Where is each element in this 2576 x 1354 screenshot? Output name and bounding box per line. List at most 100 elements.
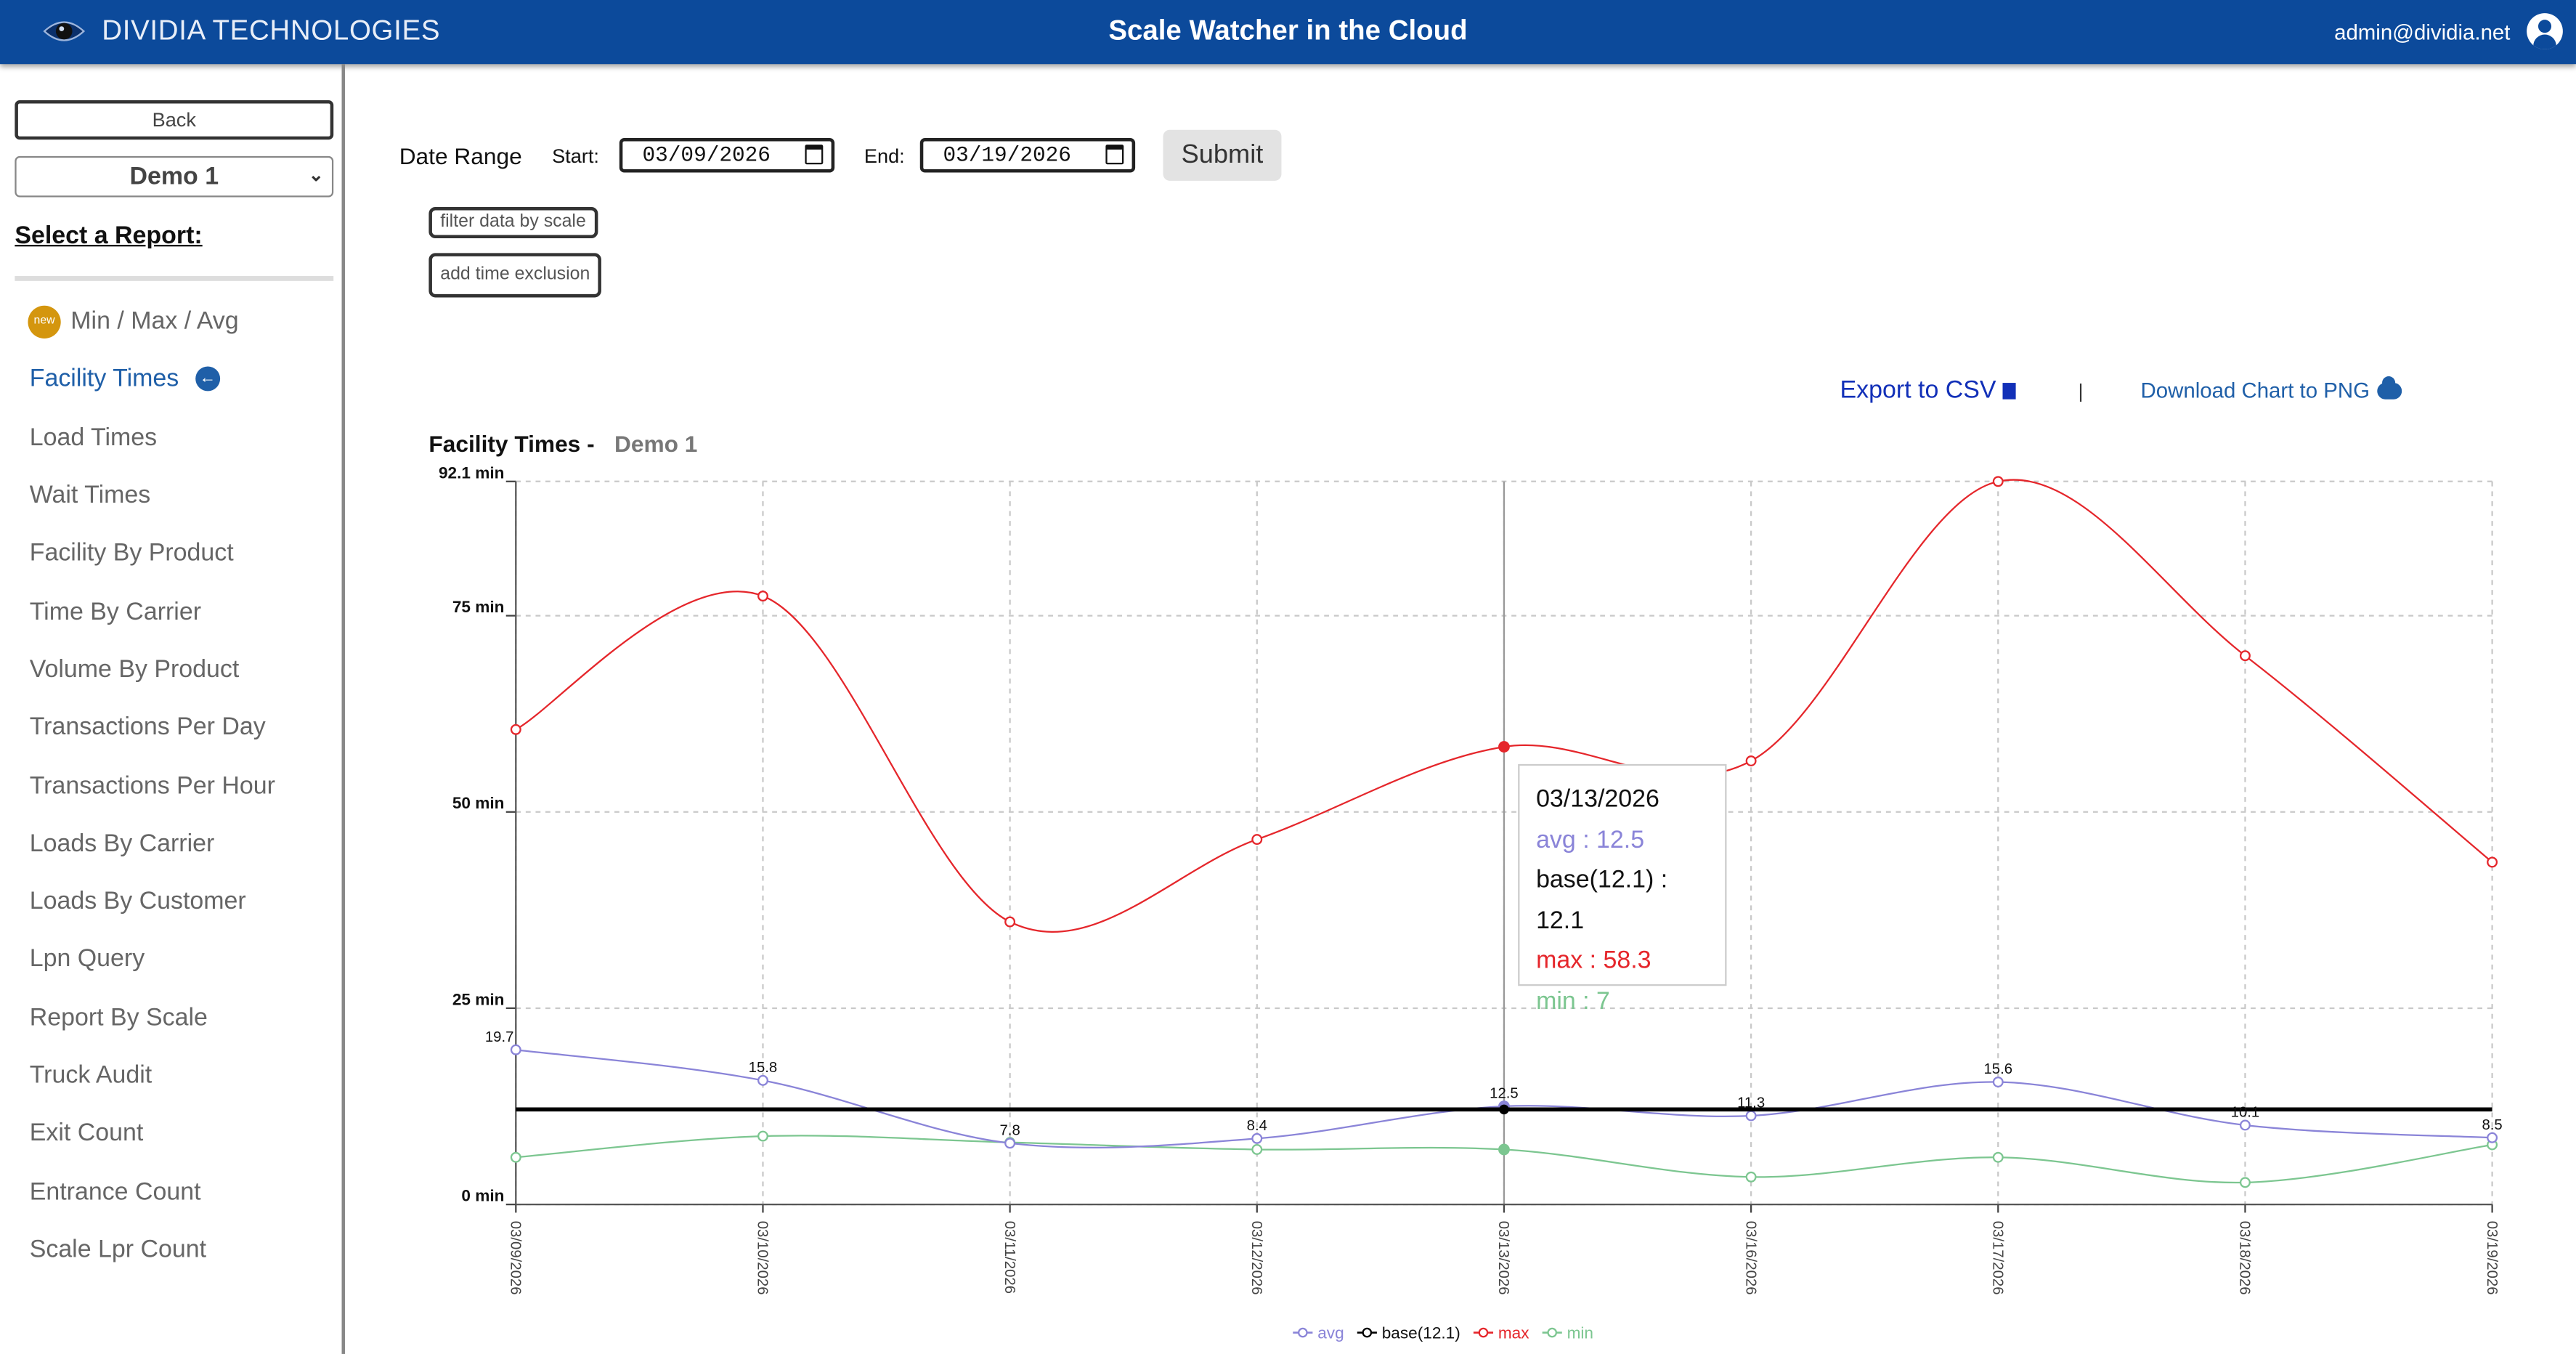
data-label-avg: 8.5: [2482, 1117, 2502, 1133]
sidebar-item-exit-count[interactable]: Exit Count: [30, 1104, 275, 1162]
user-icon[interactable]: [2527, 13, 2563, 49]
data-point-max: [757, 591, 768, 602]
sidebar-item-volume-by-product[interactable]: Volume By Product: [30, 641, 275, 699]
tooltip-avg: avg : 12.5: [1536, 825, 1645, 854]
data-label-avg: 19.7: [485, 1029, 514, 1045]
sidebar-item-report-by-scale[interactable]: Report By Scale: [30, 989, 275, 1047]
download-png-label: Download Chart to PNG: [2140, 378, 2370, 403]
x-tick-label: 03/16/2026: [1742, 1221, 1758, 1295]
sidebar-item-transactions-per-hour[interactable]: Transactions Per Hour: [30, 756, 275, 814]
data-label-avg: 15.6: [1983, 1061, 2012, 1077]
sidebar-item-label: Facility Times: [29, 365, 179, 394]
y-tick-label: 0 min: [461, 1187, 504, 1205]
data-point-max: [2487, 856, 2498, 868]
y-tick-label: 75 min: [452, 598, 505, 616]
csv-file-icon: [2002, 381, 2016, 399]
user-menu[interactable]: admin@dividia.net: [2334, 13, 2563, 49]
link-divider: |: [2078, 379, 2084, 403]
sidebar-item-label: Transactions Per Hour: [29, 771, 275, 800]
tooltip-date: 03/13/2026: [1536, 785, 1659, 814]
data-point-min: [1992, 1151, 2004, 1163]
back-button[interactable]: Back: [15, 100, 334, 140]
data-point-max: [1004, 916, 1016, 928]
sidebar-item-wait-times[interactable]: Wait Times: [30, 466, 275, 524]
x-tick-label: 03/10/2026: [755, 1221, 771, 1295]
export-csv-label: Export to CSV: [1840, 376, 1996, 405]
data-point-min: [510, 1151, 521, 1163]
legend-swatch-marker: [1298, 1327, 1308, 1338]
download-png-link[interactable]: Download Chart to PNG: [2140, 375, 2403, 403]
x-tick-label: 03/18/2026: [2237, 1221, 2253, 1295]
sidebar-item-label: Load Times: [29, 423, 158, 452]
legend-label: avg: [1317, 1323, 1344, 1342]
data-point-avg: [1992, 1077, 2004, 1087]
site-select[interactable]: Demo 1 ⌄: [15, 155, 334, 198]
end-date-value: 03/19/2026: [943, 142, 1071, 168]
sidebar-item-time-by-carrier[interactable]: Time By Carrier: [30, 583, 275, 641]
date-range-label: Date Range: [399, 142, 522, 169]
sidebar-item-load-times[interactable]: Load Times: [30, 408, 275, 466]
site-select-value: Demo 1: [129, 162, 219, 191]
sidebar-item-facility-times[interactable]: Facility Times ←: [30, 350, 275, 408]
brand[interactable]: DIVIDIA TECHNOLOGIES: [43, 15, 440, 47]
data-point-min: [1745, 1171, 1757, 1183]
end-date-input[interactable]: 03/19/2026: [919, 138, 1136, 173]
sidebar-item-label: Volume By Product: [29, 655, 240, 684]
x-tick-label: 03/13/2026: [1495, 1221, 1511, 1295]
new-badge: new: [28, 304, 61, 338]
legend-label: base(12.1): [1382, 1323, 1460, 1342]
sidebar-item-label: Scale Lpr Count: [29, 1235, 207, 1264]
x-tick-label: 03/17/2026: [1989, 1221, 2005, 1295]
data-point-min: [757, 1130, 768, 1142]
sidebar-item-label: Exit Count: [29, 1119, 144, 1148]
data-point-max: [1745, 755, 1757, 766]
sidebar-item-min-max-avg[interactable]: new Min / Max / Avg: [28, 293, 275, 351]
sidebar-item-entrance-count[interactable]: Entrance Count: [30, 1162, 275, 1220]
data-point-avg: [2487, 1132, 2498, 1143]
legend-swatch-marker: [1478, 1327, 1489, 1338]
data-label-avg: 7.8: [999, 1123, 1020, 1139]
legend-item-min: min: [1542, 1323, 1593, 1342]
legend-swatch-marker: [1547, 1327, 1557, 1338]
data-point-avg: [1251, 1132, 1263, 1144]
sidebar-item-facility-by-product[interactable]: Facility By Product: [30, 524, 275, 583]
legend-item-max: max: [1473, 1323, 1529, 1342]
y-tick-label: 92.1 min: [439, 463, 504, 482]
cloud-download-icon: [2378, 375, 2403, 399]
calendar-icon[interactable]: [1105, 145, 1124, 165]
data-label-avg: 15.8: [749, 1060, 778, 1076]
x-tick-label: 03/09/2026: [508, 1221, 524, 1295]
sidebar-item-label: Truck Audit: [29, 1061, 153, 1090]
data-point-min: [2239, 1177, 2251, 1188]
sidebar-item-loads-by-customer[interactable]: Loads By Customer: [30, 872, 275, 931]
select-report-heading: Select a Report:: [15, 222, 203, 250]
sidebar-item-lpn-query[interactable]: Lpn Query: [30, 931, 275, 989]
user-email[interactable]: admin@dividia.net: [2334, 19, 2511, 44]
submit-button[interactable]: Submit: [1163, 129, 1282, 181]
eye-logo-icon: [43, 21, 86, 41]
sidebar-item-transactions-per-day[interactable]: Transactions Per Day: [30, 699, 275, 757]
tooltip-base: base(12.1) : 12.1: [1536, 866, 1668, 935]
sidebar-item-truck-audit[interactable]: Truck Audit: [30, 1047, 275, 1105]
start-date-input[interactable]: 03/09/2026: [619, 138, 835, 173]
calendar-icon[interactable]: [805, 145, 824, 165]
chart-subtitle: Demo 1: [614, 430, 698, 457]
export-csv-link[interactable]: Export to CSV: [1840, 376, 2016, 404]
sidebar: Back Demo 1 ⌄ Select a Report: new Min / …: [0, 64, 346, 1354]
sidebar-item-label: Report By Scale: [29, 1003, 208, 1031]
filter-by-scale-button[interactable]: filter data by scale: [428, 207, 598, 239]
sidebar-item-label: Loads By Carrier: [29, 829, 215, 858]
data-label-avg: 8.4: [1247, 1118, 1267, 1134]
data-point-base: [1499, 1104, 1509, 1115]
data-point-max: [510, 723, 521, 735]
end-label: End:: [864, 145, 905, 168]
chevron-down-icon: ⌄: [308, 166, 324, 186]
data-point-min: [1498, 1143, 1510, 1156]
sidebar-item-loads-by-carrier[interactable]: Loads By Carrier: [30, 814, 275, 872]
sidebar-item-label: Loads By Customer: [29, 887, 246, 916]
add-time-exclusion-button[interactable]: add time exclusion: [428, 253, 602, 298]
sidebar-item-scale-lpr-count[interactable]: Scale Lpr Count: [30, 1220, 275, 1278]
data-point-max: [1992, 476, 2004, 487]
